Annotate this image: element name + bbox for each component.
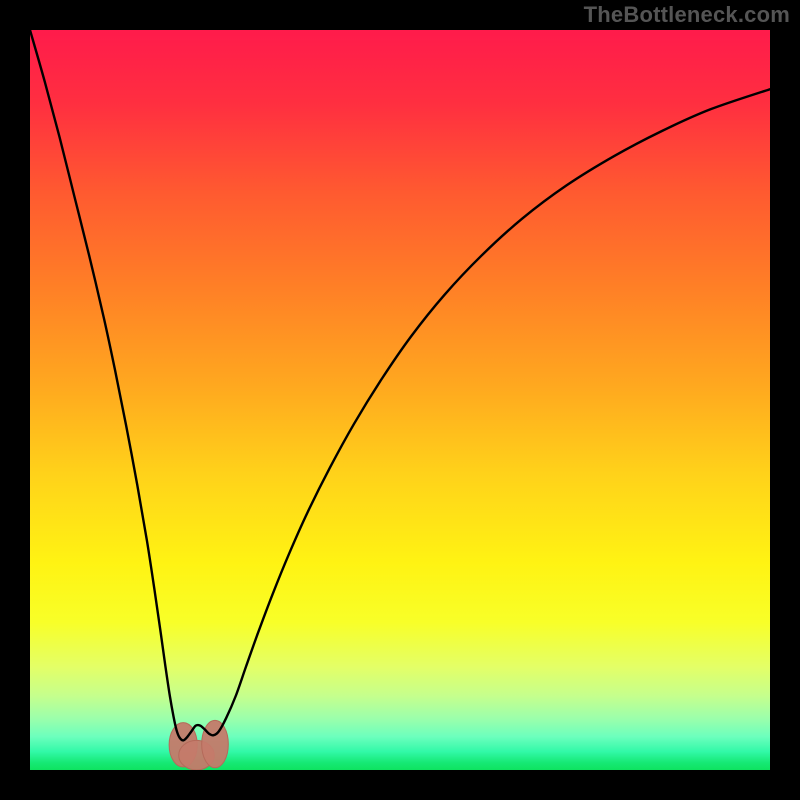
- chart-container: TheBottleneck.com: [0, 0, 800, 800]
- watermark-text: TheBottleneck.com: [584, 2, 790, 28]
- plot-frame: [28, 28, 772, 772]
